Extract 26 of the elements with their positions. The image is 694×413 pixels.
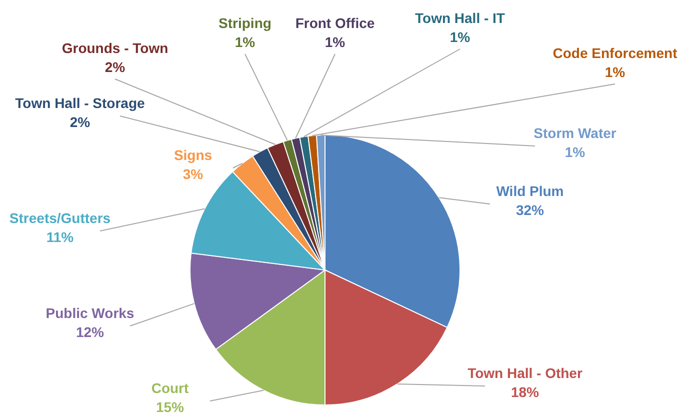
slice-label: Public Works [46,305,134,321]
slice-label: Front Office [295,15,375,31]
slice-label: Storm Water [534,125,617,141]
data-label: 3% [182,166,204,182]
slice-label: Signs [174,147,212,163]
slice-label: Court [151,380,189,396]
data-label: 2% [104,59,126,75]
slice-label: Code Enforcement [552,45,678,61]
data-label: 1% [564,144,586,160]
data-label: 12% [76,324,105,340]
data-label: 18% [510,384,540,400]
slice-label: Town Hall - IT [415,10,506,26]
slice-label: Town Hall - Storage [15,95,146,111]
slice-label: Town Hall - Other [468,365,583,381]
slice-label: Striping [218,15,272,31]
data-label: 1% [450,29,471,45]
data-label: 1% [324,34,346,50]
slice-label: Grounds - Town [62,40,168,56]
data-label: 32% [516,202,545,218]
data-label: 1% [604,64,626,80]
data-label: 11% [46,229,74,245]
data-label: 1% [234,34,256,50]
data-label: 2% [70,114,91,130]
data-label: 15% [156,399,185,413]
slice-label: Streets/Gutters [9,210,111,226]
slice-label: Wild Plum [496,183,564,199]
